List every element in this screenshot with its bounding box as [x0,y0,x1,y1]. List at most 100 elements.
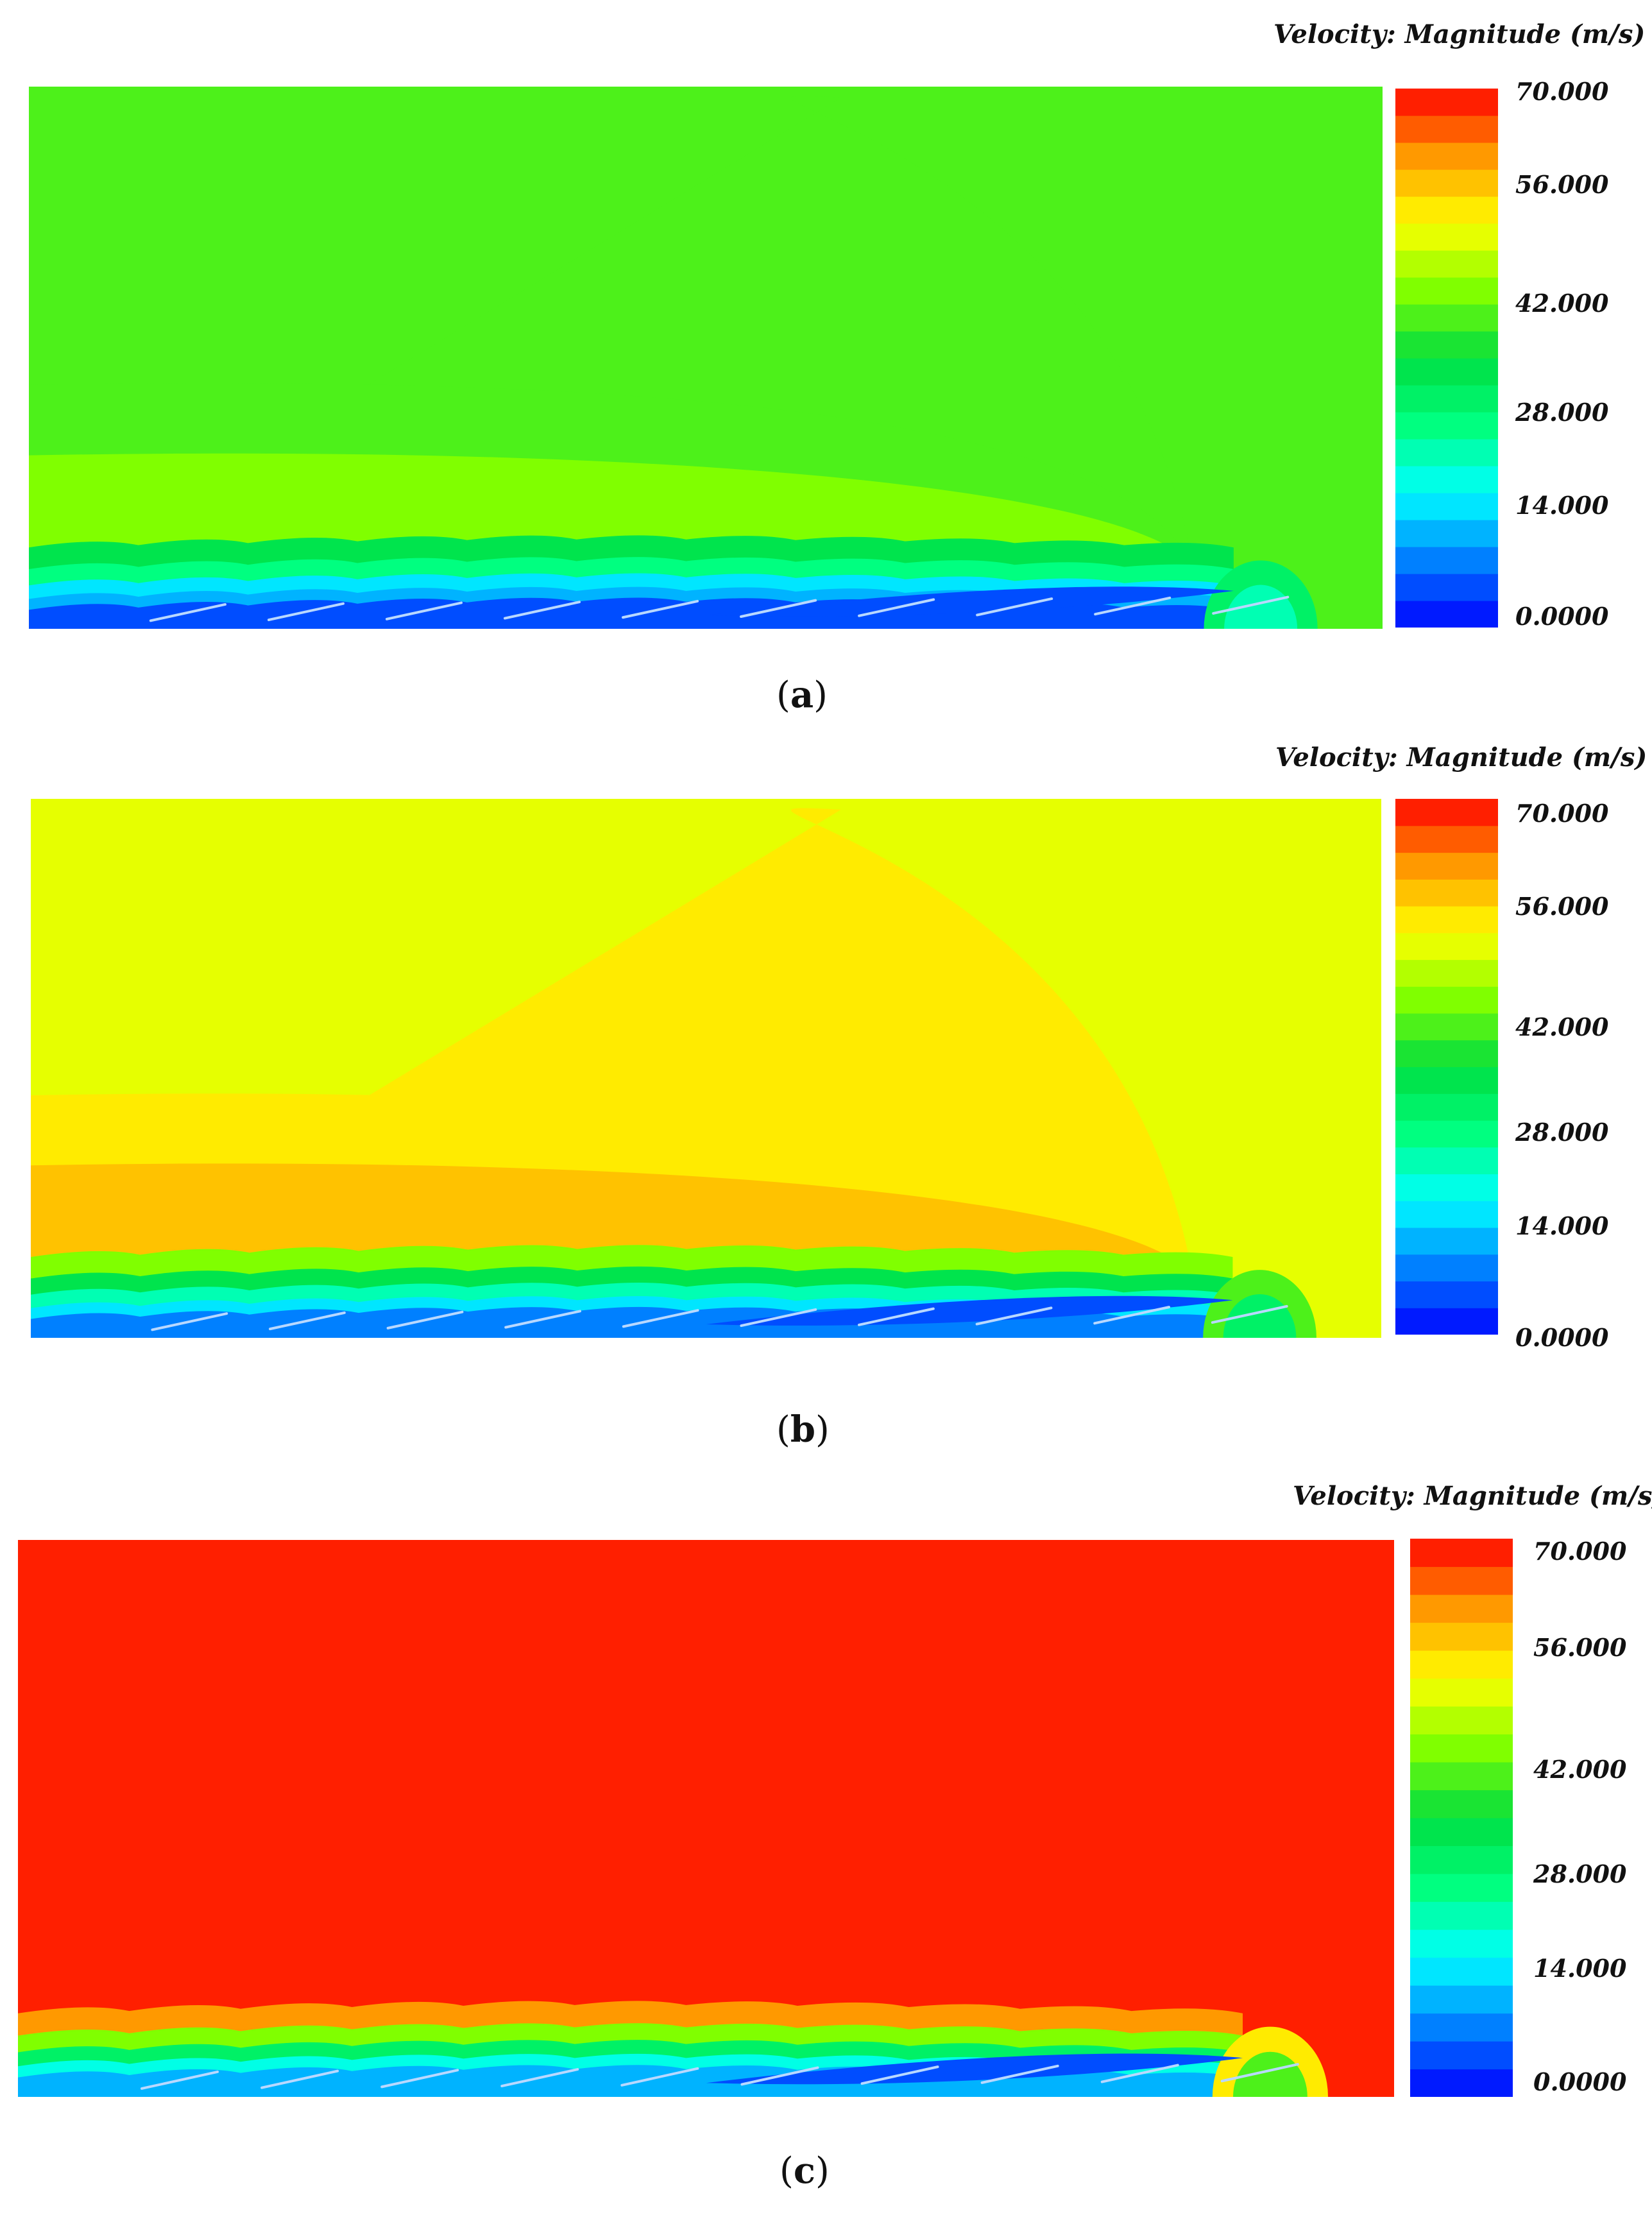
colorbar-band [1395,358,1498,386]
colorbar-band [1395,906,1498,934]
panel-a: Velocity: Magnitude (m/s) 70.000 56.000 … [0,0,1652,731]
colorbar-band [1410,1706,1513,1735]
panel-plate [858,598,935,617]
colorbar-tick: 28.000 [1515,1118,1609,1147]
stagnation-region [1224,585,1298,629]
colorbar-band [1410,2069,1513,2097]
colorbar-tick: 42.000 [1515,1013,1609,1041]
colorbar-svg [1410,1539,1513,2097]
colorbar-band [1395,852,1498,880]
colorbar-tick: 70.000 [1515,799,1609,828]
panel-label: c [793,2150,815,2192]
colorbar-tick: 70.000 [1533,1537,1627,1566]
wake-region [31,1300,1260,1338]
colorbar-tick: 56.000 [1515,892,1609,921]
panel-plate [500,2068,579,2088]
low-velocity-core [706,2053,1243,2085]
colorbar-tick: 28.000 [1533,1859,1627,1888]
colorbar-band [1395,493,1498,520]
panel-caption: (b) [776,1408,830,1451]
panel-plate [1094,596,1171,616]
colorbar-tick: 42.000 [1533,1755,1627,1784]
colorbar-band [1410,1622,1513,1651]
panel-plate [740,599,817,618]
panel-label: b [790,1408,816,1451]
colorbar-band [1395,1066,1498,1094]
colorbar-tick: 42.000 [1515,289,1609,318]
panel-b: Velocity: Magnitude (m/s) 70.000 56.000 … [31,742,1647,1451]
colorbar-band [1395,879,1498,907]
colorbar-band [1395,223,1498,251]
colorbar-band [1410,1650,1513,1679]
colorbar-band [1410,1790,1513,1818]
colorbar-band [1395,520,1498,547]
colorbar-band [1395,1174,1498,1201]
low-velocity-core [706,1295,1233,1326]
colorbar-tick: 56.000 [1515,170,1609,199]
colorbar-tick: 0.0000 [1515,1323,1609,1352]
colorbar-band [1395,986,1498,1014]
stagnation-region [1223,1294,1297,1338]
colorbar [1395,89,1498,628]
panel-plate [504,601,581,620]
colorbar-band [1395,385,1498,413]
contour-svg [29,87,1383,629]
colorbar [1395,799,1498,1335]
colorbar-band [1395,1254,1498,1282]
colorbar-band [1395,169,1498,197]
colorbar-band [1395,439,1498,466]
colorbar-band [1410,1818,1513,1847]
wake-region [18,2058,1270,2097]
contour-plot [18,1540,1394,2097]
panel-plate [269,1311,346,1331]
colorbar-tick: 14.000 [1515,491,1609,520]
colorbar-tick: 14.000 [1533,1954,1627,1983]
panel-plate [386,1310,464,1329]
colorbar-band [1395,825,1498,853]
colorbar-band [1395,89,1498,116]
panel-plate [1100,2064,1179,2083]
panel-plate [858,1307,935,1326]
colorbar-band [1410,1957,1513,1986]
colorbar-band [1395,1147,1498,1175]
colorbar-band [1395,1308,1498,1335]
colorbar-band [1395,1093,1498,1121]
colorbar-band [1410,1566,1513,1595]
colorbar-band [1395,250,1498,278]
colorbar-tick: 56.000 [1533,1633,1627,1662]
colorbar-band [1410,1901,1513,1930]
panel-plate [151,1312,228,1331]
contour-plot [29,87,1383,629]
colorbar-band [1410,1734,1513,1763]
panel-plate [740,1308,817,1328]
colorbar-band [1395,547,1498,574]
colorbar-band [1410,1845,1513,1874]
colorbar-svg [1395,89,1498,628]
colorbar-band [1395,1039,1498,1068]
colorbar-band [1395,142,1498,170]
colorbar-band [1395,799,1498,826]
panel-plate [620,2067,699,2087]
colorbar-tick: 28.000 [1515,398,1609,427]
legend-title: Velocity: Magnitude (m/s) [1273,19,1646,49]
colorbar-band [1395,196,1498,224]
panel-plate [1093,1306,1171,1325]
colorbar-band [1395,304,1498,332]
colorbar-band [1395,1120,1498,1148]
colorbar-band [1410,1594,1513,1623]
colorbar-band [1410,1929,1513,1958]
colorbar-band [1395,1201,1498,1228]
colorbar-band [1410,2041,1513,2070]
colorbar [1410,1539,1513,2097]
colorbar-band [1410,1762,1513,1791]
panel-plate [976,597,1053,617]
panel-plate [260,2069,339,2089]
colorbar-tick: 0.0000 [1515,602,1609,631]
panel-plate [149,603,226,622]
colorbar-band [1395,466,1498,493]
colorbar-band [1395,959,1498,987]
contour-svg [31,799,1381,1338]
colorbar-band [1410,1539,1513,1568]
panel-plate [860,2065,939,2085]
panel-plate [1211,1304,1288,1324]
